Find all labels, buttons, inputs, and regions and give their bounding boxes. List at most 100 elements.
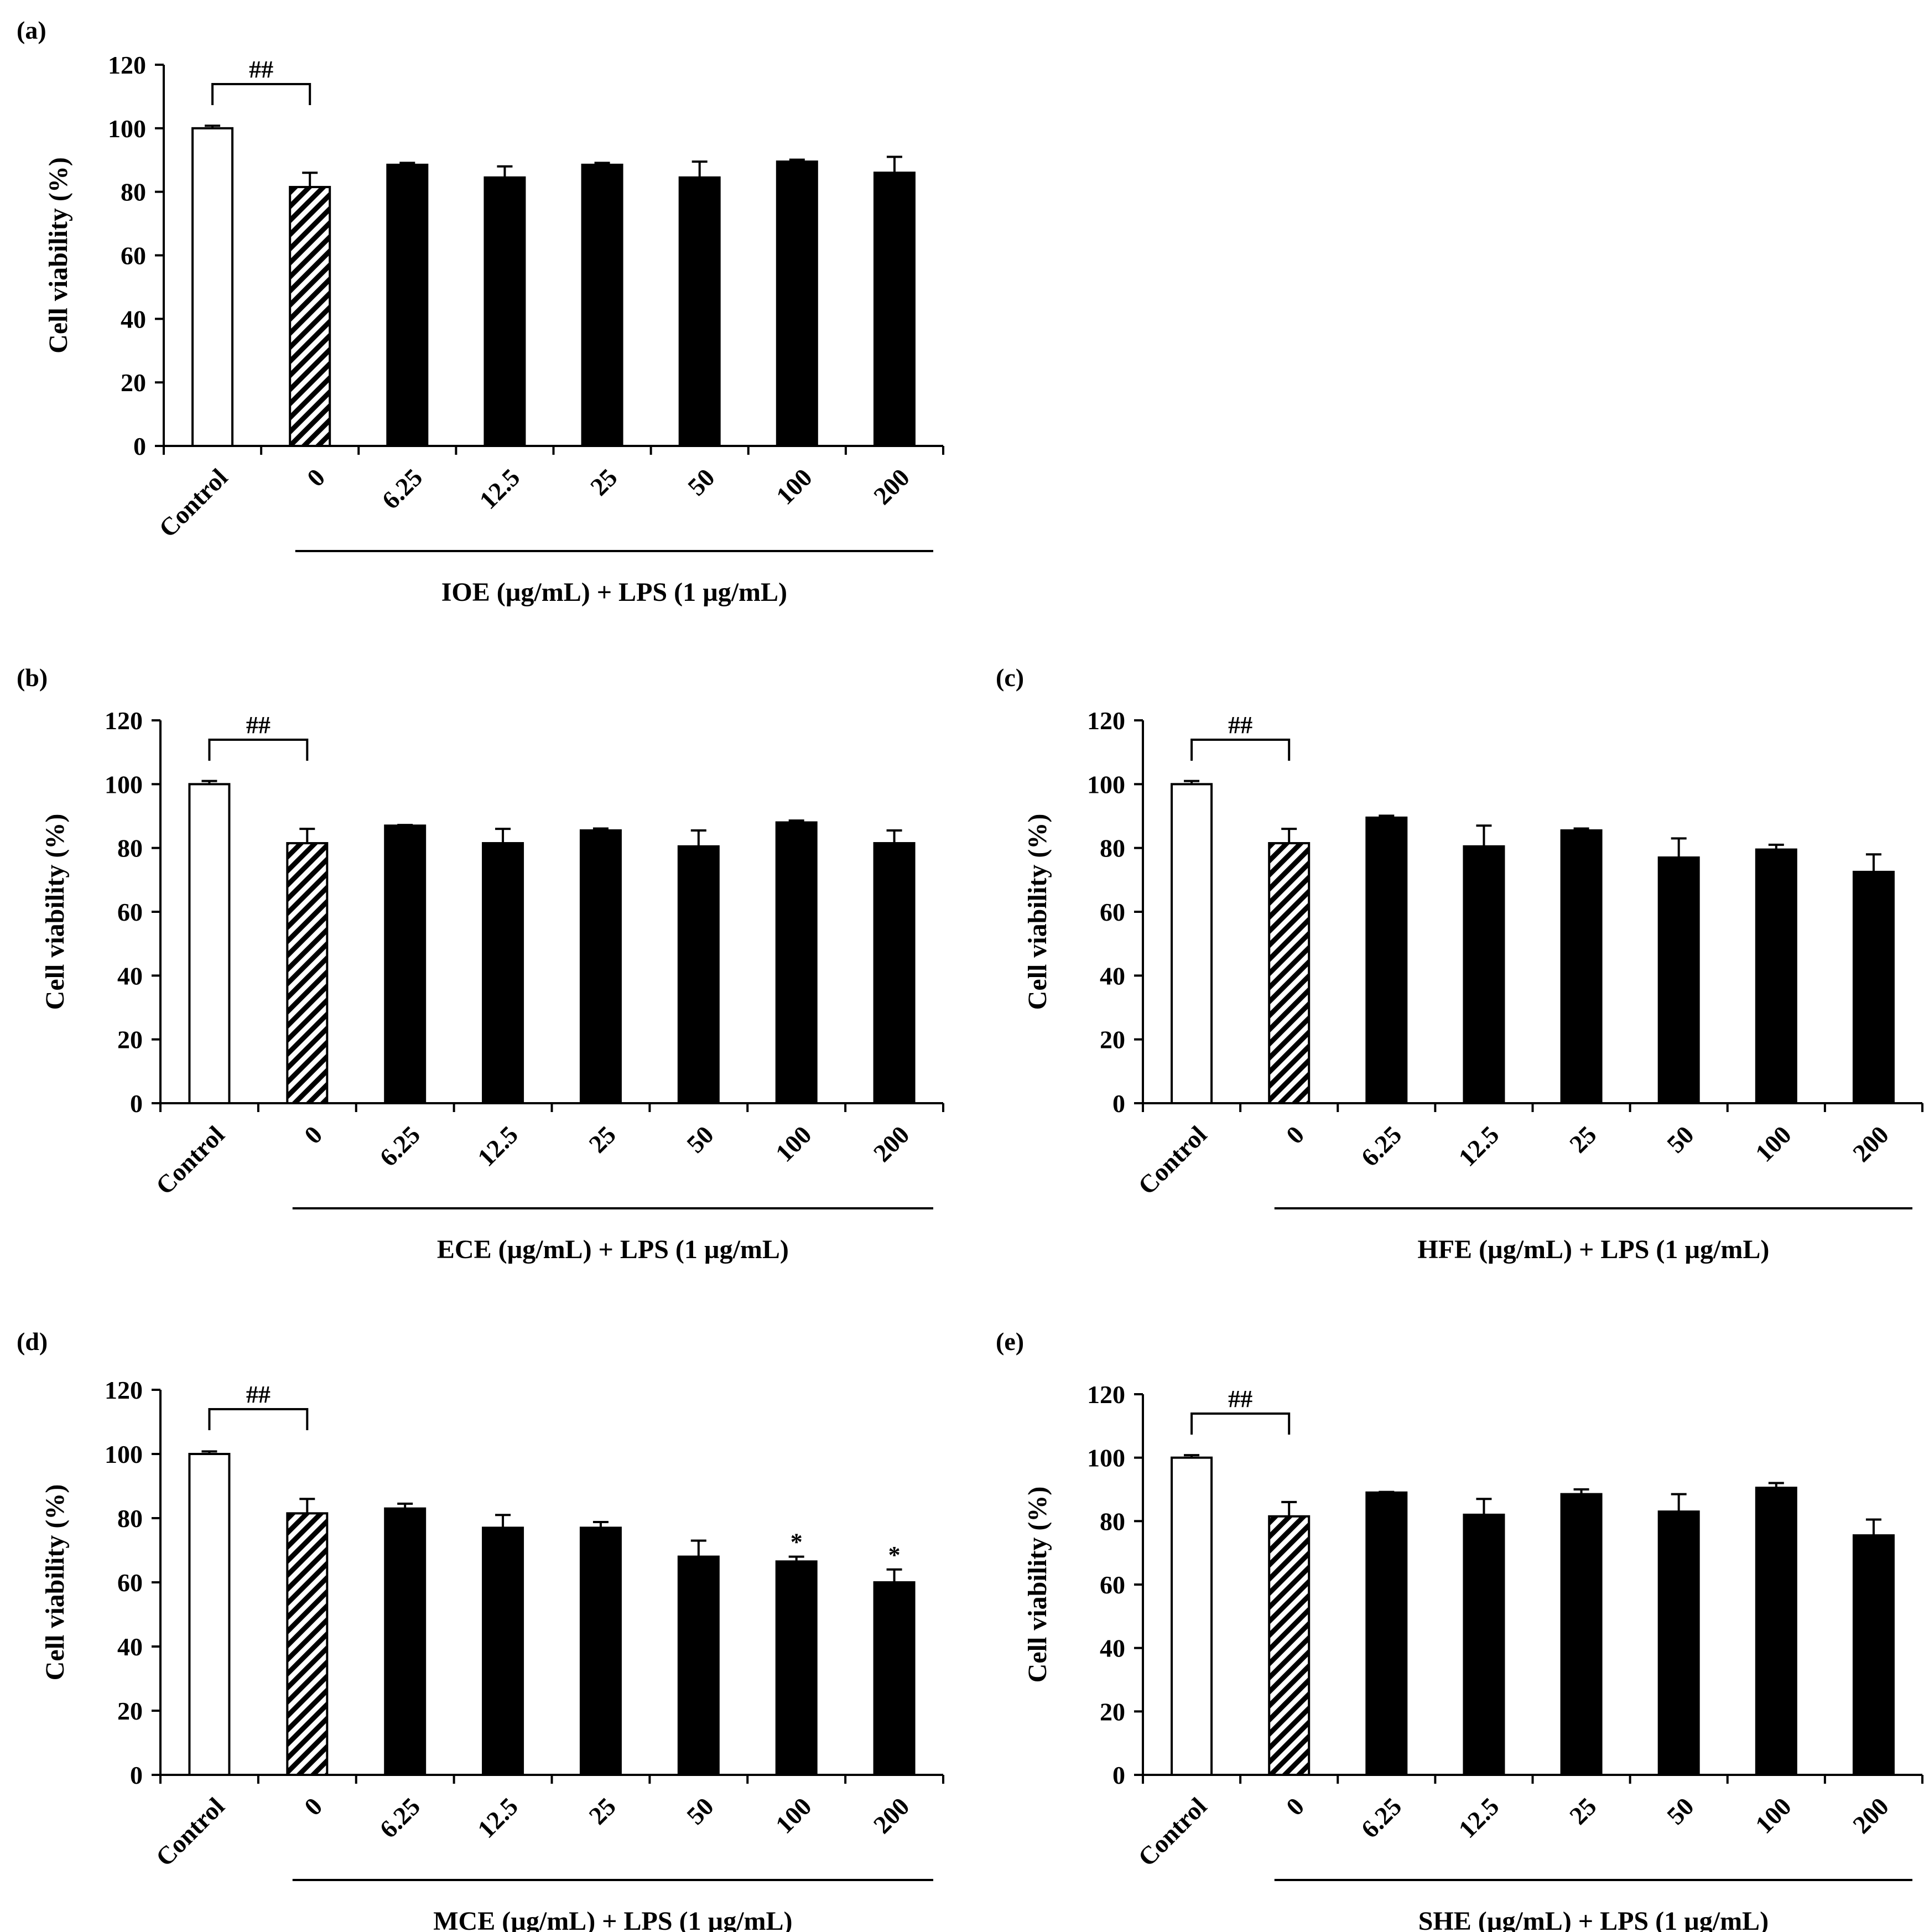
x-group-label: MCE (µg/mL) + LPS (1 µg/mL) [433,1907,792,1932]
y-tick-label: 60 [121,242,146,270]
bar-100 [775,821,818,1104]
bracket-label: ## [246,1381,271,1408]
y-tick-label: 0 [133,432,146,460]
x-category-label: 0 [1281,1792,1309,1821]
x-category-label: 12.5 [1453,1120,1505,1172]
bar-6.25 [384,824,427,1105]
x-category-label: 200 [868,1120,915,1167]
significance-bracket [211,83,311,105]
bar-6.25 [1365,1491,1408,1777]
y-tick-label: 100 [105,1440,143,1468]
x-category-label: 12.5 [472,1120,523,1172]
x-category-label: Control [1132,1120,1212,1200]
bar-6.25 [384,1507,427,1777]
panel-letter: (e) [996,1327,1024,1355]
bar-6.25 [386,163,429,447]
y-tick-label: 20 [121,368,146,397]
bar-200 [873,842,916,1105]
x-category-label: 50 [682,463,720,501]
significance-bracket [208,739,309,761]
y-tick-label: 120 [105,1376,143,1404]
y-tick-label: 60 [1100,1571,1125,1599]
x-category-label: 200 [868,1792,915,1839]
y-tick-label: 80 [1100,834,1125,863]
bar-Control [1171,1456,1213,1777]
panel-letter: (b) [17,663,48,692]
x-category-label: 0 [299,1120,327,1149]
bar-0 [286,842,329,1105]
bar-200 [873,1581,916,1776]
y-tick-label: 120 [105,707,143,735]
x-group-label: SHE (µg/mL) + LPS (1 µg/mL) [1418,1907,1769,1932]
bar-6.25 [1365,816,1408,1104]
x-category-label: 12.5 [474,463,526,515]
y-tick-label: 100 [108,115,146,143]
bar-0 [1268,842,1311,1105]
bar-0 [289,186,331,447]
x-category-label: 6.25 [1355,1792,1407,1843]
x-category-label: 200 [868,463,915,510]
x-category-label: 100 [1750,1120,1797,1167]
bar-12.5 [482,1526,524,1776]
significance-bracket [208,1408,309,1430]
bracket-label: ## [246,711,271,739]
x-category-label: 50 [1661,1792,1699,1830]
y-tick-label: 60 [117,1569,143,1597]
y-tick-label: 120 [1087,1380,1125,1409]
x-category-label: 100 [771,463,818,510]
bar-100 [1755,1487,1797,1776]
y-tick-label: 80 [121,178,146,206]
y-tick-label: 120 [1087,707,1125,735]
bracket-label: ## [249,56,273,83]
x-category-label: 12.5 [1453,1792,1505,1843]
bar-200 [1852,870,1895,1104]
x-category-label: 25 [1564,1120,1602,1159]
bar-25 [581,163,623,447]
bracket-label: ## [1228,711,1252,739]
bar-50 [677,845,720,1104]
panel-letter: (c) [996,663,1024,692]
significance-marker: * [888,1541,901,1569]
y-tick-label: 0 [130,1761,143,1789]
bar-12.5 [482,842,524,1105]
x-group-label: HFE (µg/mL) + LPS (1 µg/mL) [1417,1235,1769,1264]
x-category-label: Control [150,1120,230,1200]
bar-Control [188,783,231,1105]
x-category-label: 200 [1847,1120,1894,1167]
chart-panel-d: (d) 0 20 40 60 80 100 120 Cell viability (%) Cont… [17,1327,944,1932]
y-tick-label: 40 [1100,1634,1125,1663]
bar-200 [1852,1534,1895,1776]
y-axis-title: Cell viability (%) [40,1484,70,1681]
bar-50 [1657,1510,1700,1776]
bar-0 [1268,1515,1311,1777]
x-category-label: 100 [1750,1792,1797,1839]
x-category-label: Control [1132,1792,1212,1872]
y-tick-label: 20 [117,1026,143,1054]
chart-panel-c: (c) 0 20 40 60 80 100 120 Cell viability (%) Cont… [996,663,1923,1264]
x-group-label: IOE (µg/mL) + LPS (1 µg/mL) [441,578,787,607]
y-tick-label: 40 [121,305,146,333]
y-tick-label: 80 [117,834,143,863]
y-tick-label: 100 [1087,770,1125,798]
x-category-label: 25 [583,1792,621,1830]
bar-0 [286,1512,329,1777]
x-category-label: 100 [770,1120,817,1167]
y-tick-label: 0 [1112,1761,1125,1789]
y-tick-label: 100 [1087,1444,1125,1472]
y-tick-label: 0 [1112,1089,1125,1118]
y-tick-label: 80 [1100,1507,1125,1535]
y-tick-label: 60 [1100,898,1125,926]
x-category-label: 50 [681,1792,719,1830]
x-category-label: 50 [681,1120,719,1159]
bar-25 [1560,829,1603,1104]
y-tick-label: 40 [117,962,143,990]
x-category-label: 25 [1564,1792,1602,1830]
y-tick-label: 40 [117,1633,143,1661]
x-category-label: 6.25 [376,463,428,515]
bar-50 [1657,856,1700,1104]
significance-bracket [1190,739,1291,761]
bracket-label: ## [1228,1385,1252,1412]
y-axis-title: Cell viability (%) [44,157,73,354]
bar-25 [579,829,622,1104]
